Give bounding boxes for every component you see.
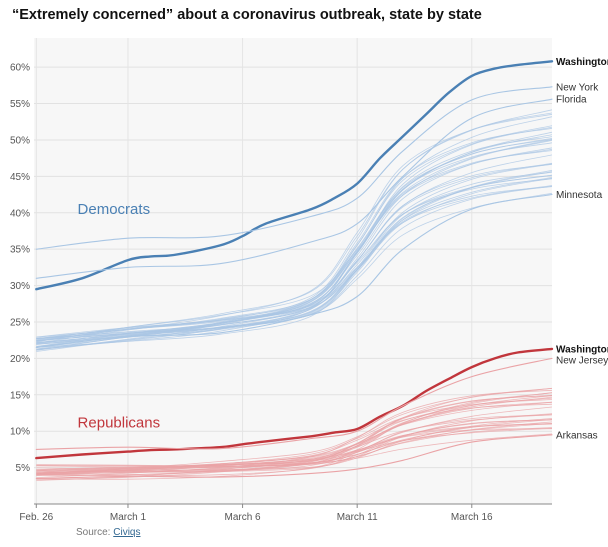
- y-tick-label: 50%: [10, 135, 30, 146]
- background-state-line: [36, 150, 553, 343]
- y-tick-label: 60%: [10, 63, 30, 74]
- y-tick-label: 35%: [10, 245, 30, 256]
- source-link[interactable]: Civiqs: [113, 527, 141, 538]
- y-tick-label: 15%: [10, 390, 30, 401]
- line-labels: Washington New York Florida Minnesota Washin…: [78, 57, 608, 442]
- x-tick-label: Feb. 26: [19, 512, 53, 523]
- series-line-minnesota-democrats: [35, 193, 553, 349]
- chart-title: “Extremely concerned” about a coronaviru…: [12, 7, 482, 23]
- series-line-new-york-democrats: [35, 86, 553, 250]
- background-state-line: [36, 109, 553, 343]
- series-line-washington-republicans: [35, 347, 554, 460]
- background-state-line: [36, 131, 553, 347]
- y-tick-label: 20%: [10, 354, 30, 365]
- group-label-democrats: Democrats: [78, 201, 151, 218]
- y-tick-label: 45%: [10, 172, 30, 183]
- background-state-line: [36, 389, 553, 474]
- series-line-arkansas-republicans: [35, 434, 553, 480]
- background-state-line: [36, 163, 553, 345]
- group-label-republicans: Republicans: [78, 414, 161, 431]
- y-tick-label: 55%: [10, 99, 30, 110]
- source-note: Source: Civiqs: [76, 527, 140, 538]
- background-state-line: [36, 126, 553, 345]
- axes: 5% 10% 15% 20% 25% 30% 35% 40% 45% 50% 55% 60% Feb. …: [10, 63, 552, 523]
- background-state-line: [36, 388, 553, 474]
- series-lines: [35, 60, 554, 480]
- y-tick-label: 10%: [10, 427, 30, 438]
- background-state-line: [36, 171, 553, 348]
- x-tick-label: March 16: [451, 512, 493, 523]
- series-label: Arkansas: [556, 430, 598, 441]
- background-state-line: [36, 113, 553, 341]
- series-line-washington-democrats: [35, 60, 554, 291]
- background-state-line: [36, 169, 553, 352]
- background-state-line: [36, 185, 553, 339]
- series-label: New Jersey: [556, 355, 608, 366]
- series-line-florida-democrats: [35, 98, 553, 279]
- y-tick-label: 5%: [16, 463, 31, 474]
- background-state-line: [36, 127, 553, 345]
- y-tick-label: 25%: [10, 317, 30, 328]
- series-label: Washington: [556, 57, 608, 68]
- series-label: Florida: [556, 95, 587, 106]
- background-state-line: [36, 427, 553, 467]
- background-state-line: [36, 392, 553, 475]
- series-label: Minnesota: [556, 190, 603, 201]
- y-tick-label: 30%: [10, 281, 30, 292]
- background-state-line: [36, 395, 553, 476]
- source-prefix: Source:: [76, 527, 114, 538]
- x-tick-label: March 11: [337, 512, 378, 523]
- x-tick-label: March 1: [110, 512, 147, 523]
- background-state-lines: [36, 109, 553, 481]
- y-tick-label: 40%: [10, 208, 30, 219]
- grid: [34, 38, 552, 504]
- x-tick-label: March 6: [225, 512, 262, 523]
- background-state-line: [36, 414, 553, 480]
- background-state-line: [36, 394, 553, 472]
- series-label: New York: [556, 82, 599, 93]
- series-label: Washington: [556, 344, 608, 355]
- series-line-new-jersey-republicans: [35, 357, 553, 450]
- plot-background: [34, 38, 552, 504]
